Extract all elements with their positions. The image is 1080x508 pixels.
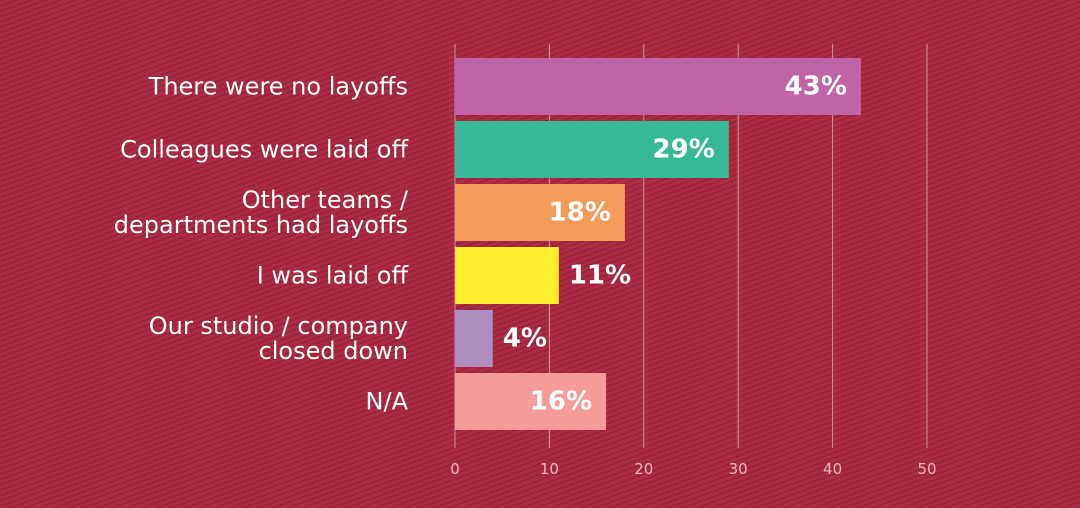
value-label: 16% <box>530 387 592 417</box>
x-tick-label: 30 <box>729 460 748 478</box>
category-label: I was laid off <box>257 262 409 290</box>
x-tick-label: 40 <box>823 460 842 478</box>
x-tick-label: 20 <box>634 460 653 478</box>
bar <box>455 121 729 178</box>
x-axis-ticks: 0 10 20 30 40 50 <box>450 460 936 478</box>
category-label: Colleagues were laid off <box>120 136 408 164</box>
category-label: departments had layoffs <box>114 211 408 239</box>
value-label: 43% <box>785 72 847 102</box>
category-label: N/A <box>366 388 409 416</box>
x-tick-label: 0 <box>450 460 460 478</box>
value-label: 29% <box>653 135 715 165</box>
x-tick-label: 10 <box>540 460 559 478</box>
bar <box>455 247 559 304</box>
category-label: Our studio / company <box>149 312 408 340</box>
value-label: 11% <box>569 261 631 291</box>
bar <box>455 310 493 367</box>
x-tick-label: 50 <box>917 460 936 478</box>
value-labels: 43% 29% 18% 11% 4% 16% <box>503 72 847 417</box>
value-label: 18% <box>549 198 611 228</box>
value-label: 4% <box>503 324 547 354</box>
category-label: closed down <box>259 337 408 365</box>
bar <box>455 184 625 241</box>
category-label: Other teams / <box>242 186 409 214</box>
bar <box>455 373 607 430</box>
category-labels: There were no layoffs Colleagues were lai… <box>114 73 409 416</box>
bars <box>455 58 861 430</box>
category-label: There were no layoffs <box>148 73 408 101</box>
bar <box>455 58 861 115</box>
